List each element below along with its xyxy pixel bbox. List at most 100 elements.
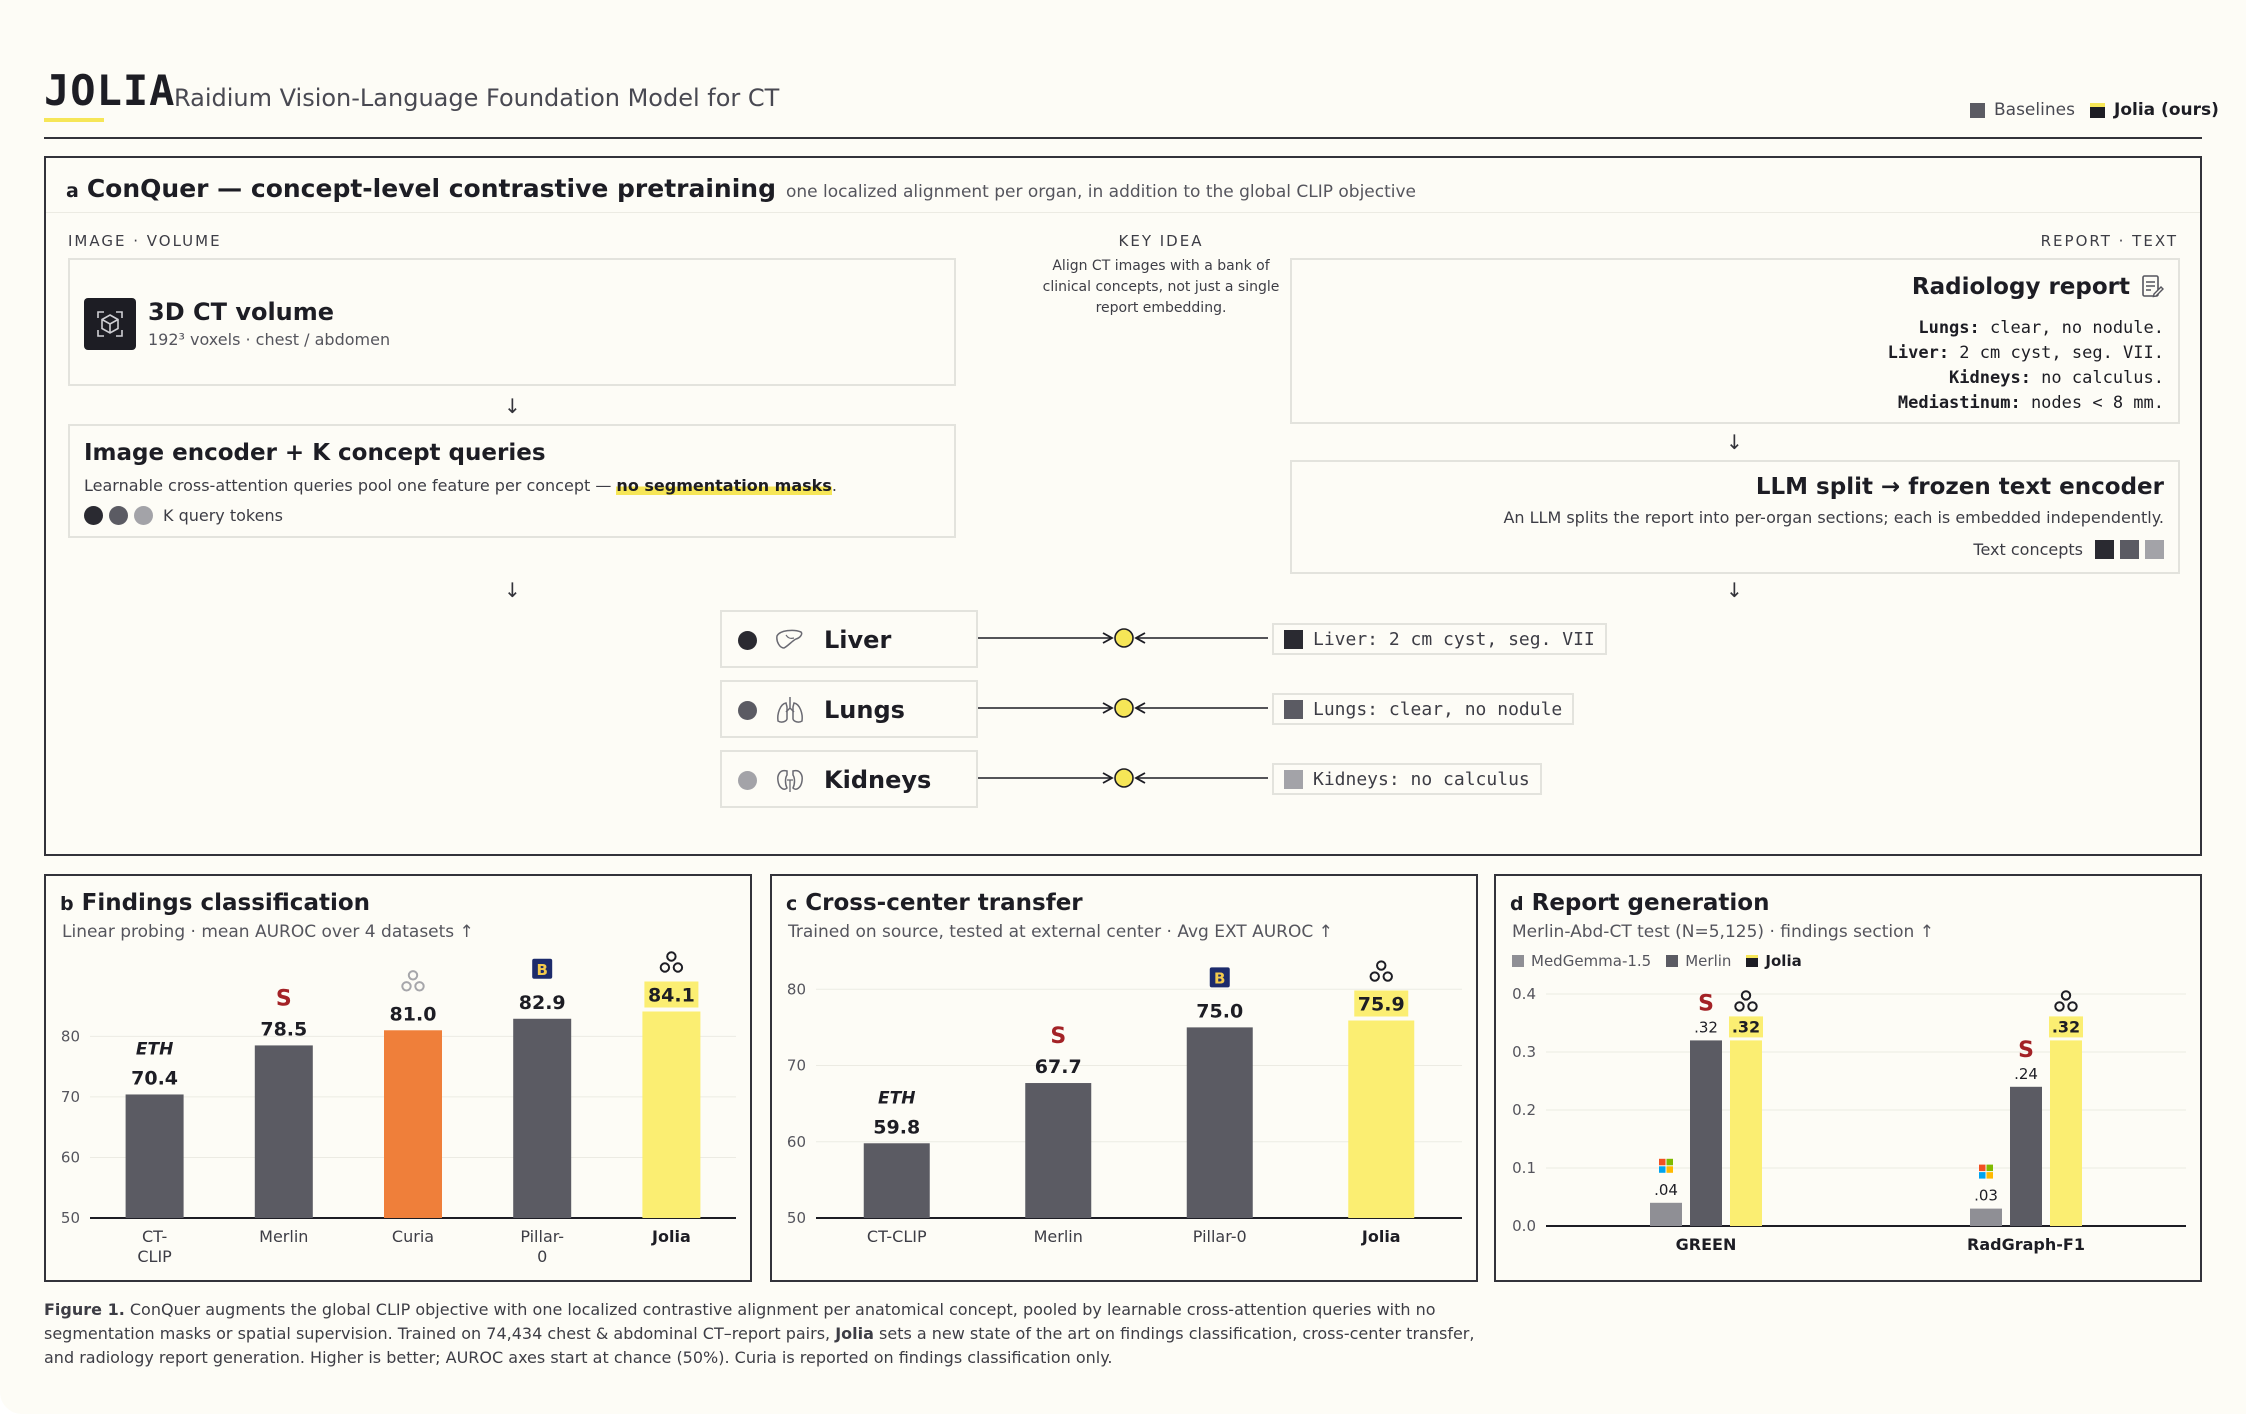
bar-jolia: [642, 1011, 701, 1218]
x-tick-label: Pillar-: [520, 1227, 564, 1246]
microsoft-logo: [1979, 1164, 1993, 1179]
report-title: Radiology report: [1911, 274, 2130, 300]
stanford-logo: S: [1698, 991, 1714, 1016]
bar-merlin-radgraph-f1: [2010, 1086, 2042, 1226]
alignment-arrows: [978, 628, 1268, 788]
text-concept-square: [2145, 540, 2164, 559]
organ-box-lungs: Lungs: [720, 680, 978, 738]
report-key: Liver:: [1887, 343, 1950, 363]
value-highlight: [644, 981, 699, 1008]
text-concept-square: [2120, 540, 2139, 559]
query-token-dot: [134, 506, 153, 525]
report-line: Mediastinum: nodes < 8 mm.: [1888, 391, 2164, 416]
legend-baselines: Baselines: [1970, 100, 2075, 120]
report-key: Kidneys:: [1949, 368, 2031, 388]
y-tick-label: 70: [61, 1088, 80, 1106]
text-concepts-label: Text concepts: [1973, 540, 2083, 559]
x-tick-label: GREEN: [1676, 1235, 1737, 1254]
report-header: Radiology report: [1912, 274, 2164, 300]
organ-name-kidneys: Kidneys: [824, 766, 932, 794]
kidneys-token-dot: [738, 771, 757, 790]
lungs-icon: [777, 697, 803, 723]
report-lines: Lungs: clear, no nodule. Liver: 2 cm cys…: [1888, 316, 2164, 416]
text-concept-square: [2095, 540, 2114, 559]
alignment-node: [1114, 628, 1134, 648]
encoder-desc: Learnable cross-attention queries pool o…: [84, 476, 837, 495]
concept-square-liver: [1284, 629, 1303, 649]
ms-square: [1659, 1158, 1666, 1166]
y-tick-label: 50: [61, 1209, 80, 1227]
ring: [1740, 990, 1752, 1001]
logo-underline: [44, 118, 104, 122]
ring: [2067, 1001, 2078, 1012]
organ-name-lungs: Lungs: [824, 696, 905, 724]
report-text-label: REPORT · TEXT: [2040, 232, 2178, 250]
llm-split-box: LLM split → frozen text encoder An LLM s…: [1290, 460, 2180, 574]
jolia-logo: [2054, 990, 2078, 1012]
bar-jolia-radgraph-f1: [2050, 1040, 2082, 1226]
concept-square-kidneys: [1284, 769, 1303, 789]
value-label: 70.4: [131, 1067, 178, 1089]
y-tick-label: 80: [61, 1027, 80, 1045]
x-tick-label: CLIP: [137, 1247, 172, 1266]
legend-merlin-swatch: [1666, 955, 1679, 967]
concept-text-kidneys: Kidneys: no calculus: [1272, 763, 1542, 795]
report-line: Liver: 2 cm cyst, seg. VII.: [1888, 341, 2164, 366]
value-label: 67.7: [1035, 1056, 1082, 1078]
bar-jolia: [1348, 1020, 1415, 1218]
ring: [407, 970, 419, 981]
y-tick-label: 0.2: [1512, 1101, 1536, 1119]
panel-a-header: a ConQuer — concept-level contrastive pr…: [66, 174, 1416, 203]
bar-medgemma-1.5-green: [1650, 1202, 1682, 1226]
y-tick-label: 50: [787, 1209, 806, 1227]
value-label: 75.9: [1358, 994, 1405, 1016]
ms-square: [1986, 1172, 1993, 1179]
ms-square: [1659, 1166, 1666, 1173]
report-line: Lungs: clear, no nodule.: [1888, 316, 2164, 341]
lungs-token-dot: [738, 701, 757, 720]
value-label: .32: [1694, 1018, 1718, 1036]
jolia-logo: [659, 951, 684, 973]
image-volume-label: IMAGE · VOLUME: [68, 232, 222, 250]
caption-jolia: Jolia: [835, 1324, 874, 1343]
value-highlight: [1354, 990, 1409, 1017]
concept-text-liver-label: Liver: 2 cm cyst, seg. VII: [1313, 628, 1595, 650]
arrow-down-1: ↓: [504, 394, 521, 418]
value-label: 84.1: [648, 985, 695, 1007]
caption-label: Figure 1.: [44, 1300, 125, 1319]
y-tick-label: 0.4: [1512, 985, 1536, 1003]
x-tick-label: Merlin: [1034, 1227, 1083, 1246]
report-key: Lungs:: [1918, 318, 1980, 338]
baselines-swatch: [1970, 102, 1985, 118]
encoder-desc-text: Learnable cross-attention queries pool o…: [84, 476, 617, 495]
stanford-logo-text: S: [2018, 1038, 2034, 1063]
b-logo-square: [1209, 967, 1230, 988]
concept-text-lungs-label: Lungs: clear, no nodule: [1313, 698, 1563, 720]
encoder-desc-end: .: [831, 476, 837, 495]
bar-ct-clip: [863, 1143, 930, 1218]
panel-d-header: d Report generation: [1510, 890, 1769, 916]
bar-jolia-green: [1730, 1040, 1762, 1226]
bar-merlin: [254, 1045, 313, 1218]
cross-center-transfer-chart: 50 60 70 80 59.8 ETH CT-CLIP 67.7 S Merlin 75.0 B Pi…: [787, 960, 1462, 1246]
value-label: 59.8: [873, 1116, 920, 1138]
ring: [659, 962, 671, 973]
y-tick-label: 60: [61, 1148, 80, 1166]
arrow-down-2: ↓: [504, 578, 521, 602]
ms-square: [1979, 1164, 1986, 1172]
findings-classification-chart: 50 60 70 80 70.4 ETH CT-CLIP 78.5 S Merlin 81.0 Cur…: [61, 951, 736, 1266]
value-label: 78.5: [260, 1018, 307, 1040]
concept-text-liver: Liver: 2 cm cyst, seg. VII: [1272, 623, 1607, 655]
query-tokens-label: K query tokens: [163, 506, 283, 525]
ct-volume-title: 3D CT volume: [148, 298, 335, 326]
alignment-node: [1114, 768, 1134, 788]
value-label: .03: [1974, 1187, 1998, 1205]
legend-medgemma-swatch: [1512, 955, 1524, 967]
y-tick-label: 80: [787, 980, 806, 998]
eth-logo-text: ETH: [136, 1039, 173, 1059]
report-key: Mediastinum:: [1897, 393, 2021, 413]
header-rule: [44, 137, 2202, 139]
B-logo: B: [1209, 967, 1230, 988]
legend-merlin: Merlin: [1685, 952, 1732, 970]
ETH-logo: ETH: [136, 1039, 173, 1059]
